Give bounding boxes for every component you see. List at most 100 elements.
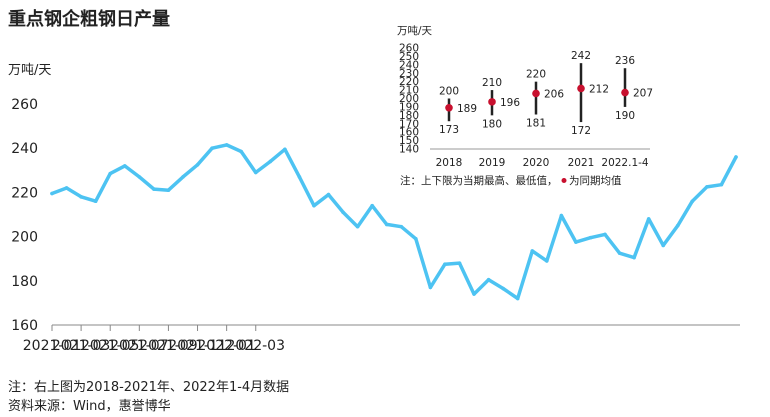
mean-label: 206: [544, 88, 564, 100]
series-point: [603, 232, 607, 237]
series-point: [384, 222, 389, 227]
series-point: [574, 240, 578, 244]
main-y-tick-label: 220: [11, 185, 38, 201]
inset-x-tick-label: 2020: [523, 157, 550, 169]
inset-y-tick-label: 190: [399, 101, 419, 113]
max-label: 220: [526, 69, 546, 81]
inset-y-tick-label: 160: [399, 127, 419, 139]
inset-x-tick-label: 2022.1-4: [601, 157, 649, 169]
inset-y-tick-label: 210: [399, 85, 419, 97]
mean-marker: [621, 88, 629, 97]
series-point: [137, 175, 142, 179]
inset-chart: 万吨/天 14015016017018019020021022023024025…: [397, 24, 653, 187]
mean-label: 212: [589, 83, 609, 95]
min-label: 173: [439, 124, 459, 136]
main-x-tick-label: 2022-01: [197, 338, 256, 354]
inset-legend-label: 为同期均值: [569, 174, 622, 187]
footnote-1: 注：右上图为2018-2021年、2022年1-4月数据: [8, 380, 289, 395]
inset-y-tick-label: 170: [399, 118, 419, 130]
series-point: [224, 143, 229, 147]
inset-x-tick-label: 2021: [568, 157, 595, 169]
series-point: [64, 186, 69, 190]
series-point: [122, 164, 127, 168]
inset-y-tick-label: 180: [399, 110, 419, 122]
series-point: [312, 203, 316, 208]
series-point: [399, 224, 404, 229]
inset-y-tick-label: 140: [399, 144, 419, 156]
main-x-tick-label: 2021-11: [168, 338, 227, 354]
series-point: [690, 199, 695, 204]
series-point: [443, 262, 447, 267]
mean-label: 196: [500, 97, 520, 109]
max-label: 236: [615, 55, 635, 67]
series-point: [486, 277, 491, 282]
max-label: 200: [439, 86, 459, 98]
min-label: 180: [482, 118, 502, 130]
main-y-tick-label: 180: [11, 274, 38, 290]
series-point: [545, 259, 549, 263]
series-point: [588, 235, 593, 240]
main-x-tick-label: 2021-01: [23, 338, 82, 354]
inset-y-tick-label: 200: [399, 93, 419, 105]
series-point: [414, 237, 418, 241]
mean-label: 189: [457, 103, 477, 115]
inset-y-tick-label: 230: [399, 68, 419, 80]
min-label: 181: [526, 117, 546, 129]
series-point: [530, 249, 535, 253]
inset-y-tick-label: 260: [399, 43, 419, 55]
series-point: [326, 192, 331, 197]
inset-x-axis: 2018 2019 2020 2021 2022.1-4: [436, 157, 649, 169]
series-point: [283, 147, 287, 152]
inset-x-tick-label: 2018: [436, 157, 463, 169]
mean-marker: [577, 84, 585, 93]
series-point: [195, 162, 200, 167]
series-point: [719, 182, 724, 187]
series-point: [355, 224, 360, 229]
series-point: [617, 251, 622, 255]
min-label: 190: [615, 110, 635, 122]
series-point: [166, 188, 171, 192]
series-point: [428, 285, 433, 290]
inset-y-tick-label: 250: [399, 51, 419, 63]
series-point: [341, 210, 345, 215]
series-point: [253, 170, 258, 175]
inset-x-tick-label: 2019: [479, 157, 506, 169]
inset-y-tick-label: 150: [399, 135, 419, 147]
inset-range-marks: 200 173 189 210 180 196 220 181 206 242 172 212 236 1…: [439, 50, 653, 137]
series-point: [108, 171, 113, 176]
series-point: [239, 149, 243, 154]
main-y-tick-label: 260: [11, 97, 38, 113]
footnote-2: 资料来源：Wind，惠誉博华: [8, 399, 171, 414]
series-point: [472, 292, 476, 296]
chart-title: 重点钢企粗钢日产量: [8, 8, 170, 30]
max-label: 210: [482, 77, 502, 89]
series-point: [152, 187, 156, 191]
inset-y-axis-label: 万吨/天: [397, 24, 433, 37]
main-x-tick-label: 2021-05: [81, 338, 140, 354]
main-series: [50, 143, 738, 301]
series-point: [734, 155, 738, 159]
mean-marker: [488, 98, 496, 106]
main-y-axis: 160 180 200 220 240 260: [11, 97, 38, 334]
main-y-axis-label: 万吨/天: [8, 63, 51, 78]
main-y-tick-label: 200: [11, 230, 38, 246]
main-x-axis: 2021-012021-032021-052021-072021-092021-…: [23, 325, 285, 354]
main-y-tick-label: 240: [11, 141, 38, 157]
main-x-tick-label: 2021-09: [139, 338, 198, 354]
series-point: [457, 261, 462, 265]
series-point: [268, 159, 273, 164]
series-point: [501, 286, 505, 291]
series-point: [297, 175, 302, 179]
series-point: [515, 296, 520, 301]
series-point: [705, 185, 709, 189]
main-x-tick-label: 2021-03: [52, 338, 111, 354]
mean-marker: [445, 103, 453, 112]
inset-y-tick-label: 240: [399, 59, 419, 71]
series-line: [50, 143, 738, 301]
main-y-tick-label: 160: [11, 318, 38, 334]
series-point: [79, 195, 83, 199]
series-point: [181, 175, 185, 179]
series-point: [210, 146, 214, 150]
